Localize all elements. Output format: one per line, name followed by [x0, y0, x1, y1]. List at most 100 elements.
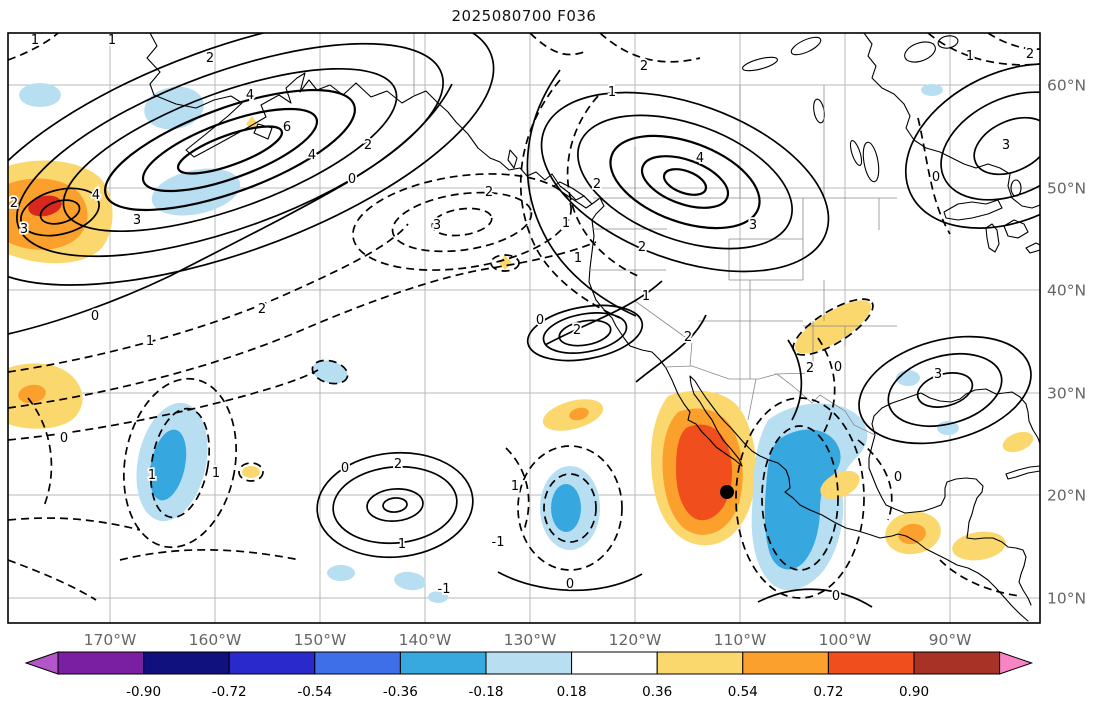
- label-text: 140°W: [399, 631, 452, 649]
- label-text: 40°N: [1047, 282, 1086, 300]
- colorbar-arrow: [24, 651, 59, 675]
- label-text: 0: [91, 309, 99, 324]
- label-text: 0.72: [813, 684, 843, 700]
- label-text: -0.36: [383, 684, 418, 700]
- label-text: 0.36: [642, 684, 672, 700]
- label-text: 1: [966, 49, 974, 64]
- label-text: 3: [133, 213, 141, 228]
- label-text: 1: [212, 466, 220, 481]
- label-text: 1: [398, 537, 406, 552]
- label-text: 2: [573, 323, 581, 338]
- label-text: 0: [536, 313, 544, 328]
- colorbar-cell: [57, 651, 145, 675]
- label-text: 2: [1026, 47, 1034, 62]
- state-borders: [413, 33, 897, 436]
- label-text: 1: [148, 468, 156, 483]
- label-text: 160°W: [189, 631, 242, 649]
- label-text: 170°W: [84, 631, 137, 649]
- label-text: 4: [246, 88, 254, 103]
- negative-contours: [8, 33, 1040, 601]
- label-text: 1: [146, 334, 154, 349]
- label-text: 2: [485, 185, 493, 200]
- label-text: 10°N: [1047, 590, 1086, 608]
- chart-title: 2025080700 F036: [451, 7, 597, 25]
- colorbar-cell: [656, 651, 744, 675]
- label-text: 0: [894, 470, 902, 485]
- label-text: 100°W: [819, 631, 872, 649]
- label-text: 150°W: [294, 631, 347, 649]
- label-text: 1: [608, 85, 616, 100]
- label-text: 4: [308, 148, 316, 163]
- label-text: 2: [364, 138, 372, 153]
- colorbar-cell: [913, 651, 1001, 675]
- label-text: 30°N: [1047, 385, 1086, 403]
- label-text: 2: [10, 196, 18, 211]
- anomaly-shading: [8, 83, 1034, 603]
- coastlines: [146, 33, 1040, 622]
- label-text: 3: [749, 218, 757, 233]
- label-text: 1: [574, 251, 582, 266]
- label-text: 6: [283, 120, 291, 135]
- label-text: 2: [206, 51, 214, 66]
- label-text: 130°W: [504, 631, 557, 649]
- colorbar-cell: [143, 651, 230, 675]
- label-text: 1: [642, 289, 650, 304]
- label-text: 120°W: [609, 631, 662, 649]
- label-text: -1: [438, 582, 451, 597]
- label-text: 0: [566, 577, 574, 592]
- filled-circle-marker: [720, 485, 734, 499]
- label-text: 4: [696, 151, 704, 166]
- label-text: -0.54: [297, 684, 332, 700]
- label-text: 2: [394, 457, 402, 472]
- label-text: 1: [31, 33, 39, 48]
- colorbar-cell: [399, 651, 487, 675]
- colorbar-cell: [314, 651, 401, 675]
- label-text: 0.90: [899, 684, 929, 700]
- label-text: 0.18: [557, 684, 587, 700]
- point-marker: [720, 485, 734, 499]
- label-text: 0: [834, 360, 842, 375]
- y-axis-labels: 60°N 50°N 40°N 30°N 20°N 10°N: [1047, 77, 1086, 608]
- colorbar-cell: [228, 651, 316, 675]
- x-axis-labels: 170°W 160°W 150°W 140°W 130°W 120°W 110°W 100°W…: [84, 631, 972, 649]
- label-text: 0: [832, 589, 840, 604]
- label-text: 3: [934, 367, 942, 382]
- label-text: 4: [92, 188, 100, 203]
- label-text: 1: [562, 216, 570, 231]
- label-text: 60°N: [1047, 77, 1086, 95]
- label-text: 3: [1002, 138, 1010, 153]
- colorbar: -0.90 -0.72 -0.54 -0.36 -0.18 0.18 0.36 0.54 0.7…: [24, 651, 1034, 700]
- label-text: 110°W: [714, 631, 767, 649]
- colorbar-cell: [827, 651, 915, 675]
- label-text: -0.18: [469, 684, 504, 700]
- label-text: -0.90: [126, 684, 161, 700]
- label-text: 2: [638, 240, 646, 255]
- label-text: -1: [492, 535, 505, 550]
- label-text: -0.72: [212, 684, 247, 700]
- colorbar-arrow: [999, 651, 1034, 675]
- colorbar-cell: [485, 651, 573, 675]
- label-text: 0: [60, 431, 68, 446]
- label-text: 3: [20, 222, 28, 237]
- label-text: 2: [593, 177, 601, 192]
- label-text: 2: [258, 302, 266, 317]
- plot-frame: [7, 32, 1041, 624]
- colorbar-cell: [742, 651, 829, 675]
- label-text: 90°W: [929, 631, 972, 649]
- label-text: 0: [932, 170, 940, 185]
- label-text: 50°N: [1047, 180, 1086, 198]
- label-text: 1: [108, 33, 116, 48]
- label-text: 0: [348, 172, 356, 187]
- colorbar-cell: [571, 651, 658, 675]
- label-text: 2: [806, 361, 814, 376]
- label-text: 0: [341, 461, 349, 476]
- label-text: 1: [511, 479, 519, 494]
- label-text: 0.54: [728, 684, 758, 700]
- label-text: 2: [684, 330, 692, 345]
- label-text: 3: [433, 218, 441, 233]
- label-text: 20°N: [1047, 487, 1086, 505]
- label-text: 2: [640, 59, 648, 74]
